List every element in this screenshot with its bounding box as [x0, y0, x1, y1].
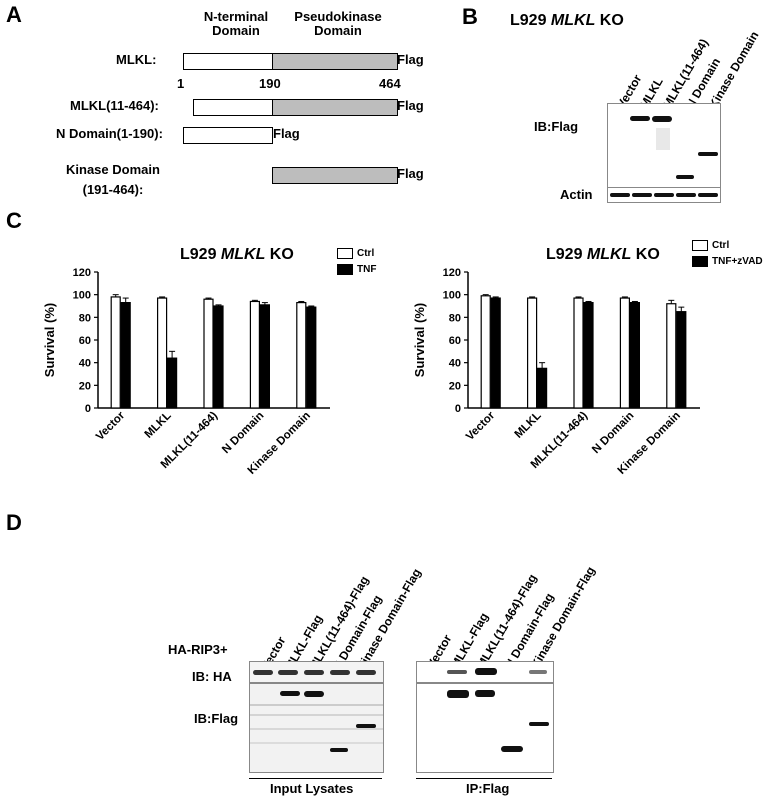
chart-1-title: L929 MLKL KO	[180, 246, 294, 263]
bar	[110, 296, 121, 409]
y-tick-label: 120	[443, 267, 461, 279]
bar	[619, 297, 630, 409]
ip-flag-underline	[416, 778, 552, 779]
bar	[203, 298, 214, 409]
construct-label: MLKL:	[116, 52, 157, 67]
x-tick-label: MLKL	[513, 410, 544, 441]
blot-actin	[607, 187, 721, 203]
ip-flag-label: IP:Flag	[466, 781, 510, 796]
y-tick-label: 80	[79, 312, 91, 324]
panel-a-letter: A	[6, 2, 22, 27]
bar	[490, 297, 501, 409]
ip-blot-flag	[416, 683, 554, 773]
legend-item: Ctrl	[337, 246, 376, 262]
flag-tag: Flag	[397, 98, 424, 113]
legend-swatch-tnf	[337, 263, 353, 275]
y-tick-label: 120	[73, 267, 91, 279]
y-tick-label: 40	[79, 358, 91, 370]
legend-swatch-ctrl	[692, 239, 708, 251]
x-tick-label: N Domain	[220, 410, 266, 456]
input-lysates-label: Input Lysates	[270, 781, 354, 796]
actin-label: Actin	[560, 187, 593, 202]
legend-item: TNF	[337, 262, 376, 278]
y-axis-label: Survival (%)	[42, 303, 57, 377]
n-terminal-domain-label: N-terminal Domain	[203, 9, 269, 38]
panel-b-title: L929 MLKL KO	[510, 12, 624, 29]
panel-d-letter: D	[6, 510, 22, 535]
y-tick-label: 80	[449, 312, 461, 324]
position-190: 190	[259, 76, 281, 91]
bar	[583, 301, 594, 409]
n-domain-box	[193, 99, 273, 116]
input-blot-ha	[249, 661, 384, 683]
construct-label: N Domain(1-190):	[56, 126, 163, 141]
bar	[536, 367, 548, 409]
bar	[676, 311, 687, 409]
y-tick-label: 40	[449, 358, 461, 370]
y-tick-label: 60	[449, 335, 461, 347]
bar	[166, 357, 178, 409]
flag-tag: Flag	[397, 52, 424, 67]
panel-b-letter: B	[462, 4, 478, 29]
flag-tag: Flag	[273, 126, 300, 141]
y-tick-label: 100	[73, 290, 91, 302]
y-tick-label: 0	[455, 403, 461, 415]
bar	[156, 297, 168, 409]
kinase-domain-box	[272, 53, 398, 70]
kinase-domain-box	[272, 167, 398, 184]
bar	[306, 306, 317, 409]
n-domain-box	[183, 53, 273, 70]
x-tick-label: N Domain	[590, 410, 636, 456]
y-tick-label: 60	[79, 335, 91, 347]
ip-blot-ha	[416, 661, 554, 683]
ib-ha-label: IB: HA	[192, 669, 232, 684]
bar	[629, 301, 640, 409]
chart-2-title: L929 MLKL KO	[546, 246, 660, 263]
y-tick-label: 20	[449, 380, 461, 392]
bar	[213, 305, 224, 409]
bar	[259, 304, 270, 409]
x-tick-label: Vector	[464, 409, 498, 443]
chart-2-legend: Ctrl TNF+zVAD	[692, 238, 763, 270]
position-1: 1	[177, 76, 185, 91]
legend-swatch-ctrl	[337, 247, 353, 259]
bar	[573, 297, 584, 409]
position-464: 464	[379, 76, 401, 91]
input-blot-flag	[249, 683, 384, 773]
construct-label: MLKL(11-464):	[70, 98, 159, 113]
bar	[666, 303, 677, 409]
y-axis-label: Survival (%)	[412, 303, 427, 377]
ib-flag-label: IB:Flag	[534, 119, 579, 134]
input-lysates-underline	[249, 778, 382, 779]
legend-swatch-tnf-zvad	[692, 255, 708, 267]
n-domain-box	[183, 127, 273, 144]
construct-label: Kinase Domain (191-464):	[66, 162, 160, 197]
x-tick-label: Vector	[94, 409, 128, 443]
panel-c-letter: C	[6, 208, 22, 233]
pseudokinase-domain-label: Pseudokinase Domain	[294, 9, 382, 38]
bar	[249, 300, 260, 409]
y-tick-label: 20	[79, 380, 91, 392]
ha-rip3-label: HA-RIP3+	[168, 642, 228, 657]
y-tick-label: 100	[443, 290, 461, 302]
legend-item: TNF+zVAD	[692, 254, 763, 270]
ib-flag-label: IB:Flag	[194, 711, 239, 726]
legend-item: Ctrl	[692, 238, 763, 254]
bar	[296, 301, 307, 409]
y-tick-label: 0	[85, 403, 91, 415]
chart-1-legend: Ctrl TNF	[337, 246, 376, 278]
blot-flag	[607, 103, 721, 188]
bar	[480, 295, 491, 409]
bar	[120, 301, 131, 409]
bar	[526, 297, 538, 409]
flag-tag: Flag	[397, 166, 424, 181]
x-tick-label: MLKL	[143, 410, 174, 441]
kinase-domain-box	[272, 99, 398, 116]
